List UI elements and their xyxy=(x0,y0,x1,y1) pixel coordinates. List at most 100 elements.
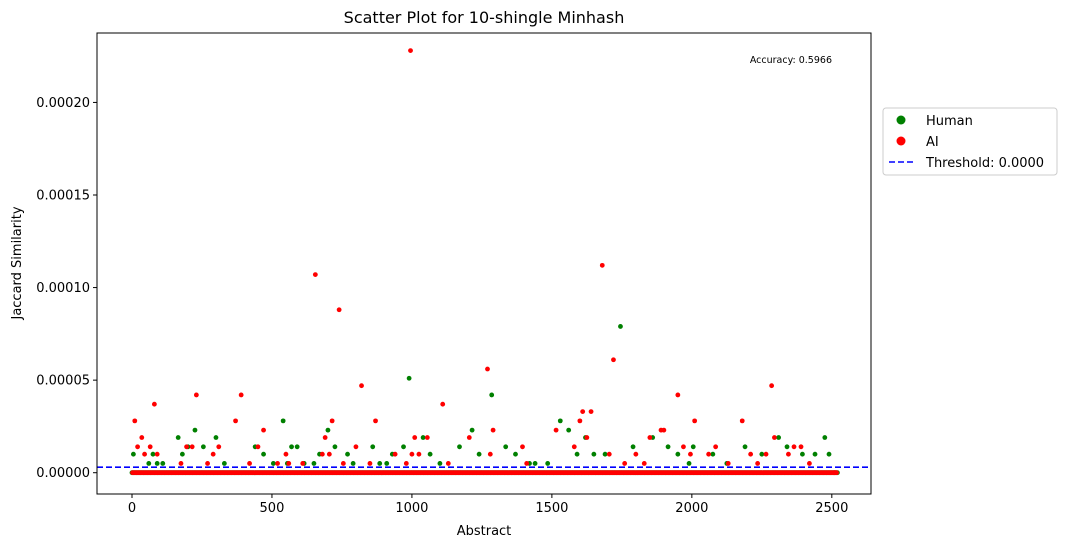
point-human xyxy=(690,444,696,450)
point-human xyxy=(294,444,300,450)
point-human xyxy=(160,461,166,466)
point-ai xyxy=(611,357,616,363)
y-tick-label: 0.00005 xyxy=(36,374,90,389)
point-human xyxy=(146,461,152,466)
legend-box xyxy=(882,107,1058,176)
point-ai xyxy=(599,262,605,268)
point-ai xyxy=(205,461,210,466)
point-ai xyxy=(238,392,244,398)
x-tick-label: 2000 xyxy=(675,501,708,516)
point-human xyxy=(591,451,597,457)
point-ai xyxy=(688,451,693,457)
point-ai xyxy=(336,307,342,313)
point-ai xyxy=(786,451,791,457)
point-ai xyxy=(178,461,184,466)
point-human xyxy=(345,451,350,457)
point-ai xyxy=(312,272,318,278)
point-ai xyxy=(135,444,140,450)
point-human xyxy=(532,461,538,466)
point-ai xyxy=(329,418,335,424)
point-human xyxy=(200,444,206,450)
legend-label-human: Human xyxy=(926,114,973,129)
point-human xyxy=(179,451,185,457)
point-ai xyxy=(798,444,804,450)
y-tick-label: 0.00015 xyxy=(36,188,90,203)
point-ai xyxy=(255,444,261,450)
legend-marker-ai xyxy=(896,136,906,146)
x-tick-label: 500 xyxy=(260,501,285,516)
point-ai xyxy=(772,435,777,440)
point-ai xyxy=(466,435,472,440)
point-ai xyxy=(424,435,430,440)
point-ai xyxy=(286,461,292,466)
point-ai xyxy=(622,461,628,466)
point-ai xyxy=(571,444,577,450)
point-human xyxy=(513,451,518,457)
point-human xyxy=(675,451,681,457)
point-human xyxy=(261,451,266,457)
point-ai xyxy=(763,451,769,457)
point-human xyxy=(503,444,509,450)
point-ai xyxy=(769,383,775,389)
point-human xyxy=(350,461,356,466)
point-human xyxy=(812,451,818,457)
point-ai xyxy=(210,451,216,457)
point-human xyxy=(406,375,412,381)
point-ai xyxy=(791,444,797,450)
point-ai xyxy=(739,418,745,424)
legend-label-ai: AI xyxy=(926,135,939,150)
legend: Human AI Threshold: 0.0000 xyxy=(882,107,1058,176)
y-tick-label: 0.00010 xyxy=(36,281,90,296)
point-human xyxy=(822,435,828,440)
point-human xyxy=(270,461,276,466)
point-ai xyxy=(151,401,157,407)
legend-marker-human xyxy=(896,115,906,125)
point-human xyxy=(476,451,482,457)
point-human xyxy=(192,427,198,433)
point-human xyxy=(759,451,765,457)
point-human xyxy=(630,444,636,450)
point-ai xyxy=(445,461,451,466)
point-human xyxy=(489,392,495,398)
point-ai xyxy=(440,401,446,407)
point-ai xyxy=(139,435,145,440)
point-ai xyxy=(755,461,761,466)
point-ai xyxy=(403,461,409,466)
point-human xyxy=(557,418,563,424)
point-ai xyxy=(553,427,559,433)
point-human xyxy=(175,435,181,440)
point-ai xyxy=(283,451,289,457)
point-ai xyxy=(580,409,586,415)
legend-label-threshold: Threshold: 0.0000 xyxy=(925,156,1044,171)
point-human xyxy=(710,451,716,457)
point-human xyxy=(686,461,692,466)
point-ai xyxy=(359,383,364,389)
point-human xyxy=(469,427,475,433)
point-human xyxy=(742,444,748,450)
x-tick-label: 0 xyxy=(128,501,136,516)
y-axis-ticks: 0.00000 0.00005 0.00010 0.00015 0.00020 xyxy=(36,96,97,481)
point-human xyxy=(130,451,136,457)
point-ai xyxy=(675,392,681,398)
point-human xyxy=(377,461,383,466)
point-ai xyxy=(233,418,238,424)
point-human xyxy=(665,444,671,450)
point-ai xyxy=(485,366,490,372)
point-human xyxy=(457,444,462,450)
point-ai xyxy=(706,451,712,457)
point-ai xyxy=(681,444,686,450)
point-ai xyxy=(748,451,754,457)
point-ai xyxy=(647,435,653,440)
point-ai xyxy=(490,427,496,433)
point-ai xyxy=(713,444,719,450)
point-human xyxy=(420,435,426,440)
point-ai xyxy=(261,427,266,433)
point-human xyxy=(325,427,331,433)
point-human xyxy=(289,444,294,450)
x-axis-ticks: 0 500 1000 1500 2000 2500 xyxy=(128,494,848,516)
point-ai xyxy=(633,451,639,457)
point-ai xyxy=(416,451,422,457)
point-human xyxy=(826,451,832,457)
point-human xyxy=(602,451,608,457)
